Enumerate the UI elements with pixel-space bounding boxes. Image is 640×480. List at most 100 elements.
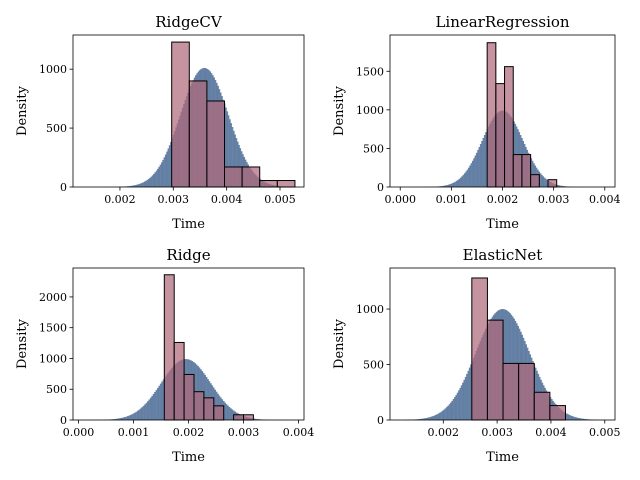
background-bar xyxy=(226,111,229,187)
background-bar xyxy=(161,381,164,420)
background-bar xyxy=(428,417,431,420)
x-tick-label: 0.004 xyxy=(211,193,243,206)
background-bar xyxy=(157,168,159,187)
histogram-bar xyxy=(241,166,261,188)
background-bar xyxy=(144,404,146,420)
background-bar xyxy=(449,184,451,187)
background-bar xyxy=(135,411,138,420)
background-bar xyxy=(164,154,167,187)
background-bar xyxy=(572,416,575,420)
background-bar xyxy=(483,135,486,187)
histogram-bar xyxy=(243,414,254,421)
x-tick-label: 0.003 xyxy=(158,193,190,206)
background-bar xyxy=(571,415,573,420)
histogram-bar xyxy=(504,66,514,188)
x-tick-label: 0.003 xyxy=(481,426,513,439)
background-bar xyxy=(147,178,150,187)
background-bar xyxy=(469,165,471,187)
background-bar xyxy=(112,419,115,420)
background-bar xyxy=(137,184,140,187)
background-bar xyxy=(142,405,145,420)
histogram-bar xyxy=(203,397,215,421)
x-tick-label: 0.003 xyxy=(538,193,570,206)
background-bar xyxy=(229,408,232,420)
histogram-bar xyxy=(502,362,520,421)
axes-frame xyxy=(72,34,305,188)
x-tick-label: 0.001 xyxy=(118,426,150,439)
background-bar xyxy=(466,373,468,420)
background-bar xyxy=(159,383,162,420)
background-bar xyxy=(565,413,568,420)
y-axis-label: Density xyxy=(15,85,30,136)
background-bar xyxy=(158,385,161,420)
background-bar xyxy=(143,181,146,187)
histogram-bar xyxy=(224,166,243,188)
x-tick-label: 0.005 xyxy=(264,193,296,206)
background-bar xyxy=(482,138,485,187)
y-axis-label: Density xyxy=(15,318,30,369)
background-bar xyxy=(121,417,124,420)
histogram-bar xyxy=(547,179,558,188)
background-bar xyxy=(162,379,165,420)
background-bar xyxy=(140,183,142,187)
histogram xyxy=(163,274,254,421)
background-bar xyxy=(459,177,462,187)
background-bar xyxy=(580,418,583,420)
background-bar xyxy=(224,402,226,420)
background-bar xyxy=(462,382,464,420)
background-bar xyxy=(442,185,445,187)
background-bar xyxy=(458,178,461,187)
background-bar xyxy=(431,416,433,420)
background-bar xyxy=(127,416,129,420)
background-bar xyxy=(230,123,232,187)
histogram xyxy=(486,42,558,188)
histogram-bar xyxy=(259,180,278,188)
background-bar xyxy=(456,392,459,420)
background-bar xyxy=(581,418,584,420)
background-bar xyxy=(117,418,119,420)
subplot-title: LinearRegression xyxy=(435,13,569,31)
x-axis-label: Time xyxy=(486,450,519,465)
background-bar xyxy=(485,132,487,187)
background-bar xyxy=(473,158,475,187)
background-bar xyxy=(142,182,145,187)
background-bar xyxy=(440,411,443,420)
background-bar xyxy=(118,418,121,420)
background-bar xyxy=(457,179,459,187)
background-bar xyxy=(150,176,153,187)
background-bar xyxy=(138,409,141,420)
histogram-bar xyxy=(183,373,195,421)
subplot-title: RidgeCV xyxy=(155,13,223,31)
background-bar xyxy=(158,166,160,187)
background-bar xyxy=(559,185,562,187)
background-bar xyxy=(471,160,474,187)
background-bar xyxy=(448,404,451,420)
background-bar xyxy=(561,185,563,187)
histogram-bar xyxy=(512,154,523,188)
background-bar xyxy=(124,417,126,420)
background-bar xyxy=(254,418,257,420)
background-bar xyxy=(452,399,455,420)
background-bar xyxy=(573,416,576,420)
background-bar xyxy=(468,367,471,420)
background-bar xyxy=(225,404,228,420)
background-bar xyxy=(227,405,229,420)
y-tick-label: 0 xyxy=(60,181,67,194)
background-bar xyxy=(214,389,216,420)
y-tick-label: 1000 xyxy=(356,104,384,117)
background-bar xyxy=(579,418,581,420)
x-tick-label: 0.002 xyxy=(173,426,205,439)
background-bar xyxy=(479,144,482,187)
x-tick-label: 0.000 xyxy=(384,193,416,206)
background-bar xyxy=(128,415,131,420)
background-bar xyxy=(255,418,258,420)
background-bar xyxy=(477,149,479,187)
histogram-bar xyxy=(495,83,506,188)
background-bar xyxy=(149,397,152,420)
x-tick-label: 0.000 xyxy=(63,426,95,439)
background-bar xyxy=(152,393,155,420)
background-bar xyxy=(125,416,128,420)
histogram-bar xyxy=(206,100,226,188)
background-bar xyxy=(234,134,236,187)
background-bar xyxy=(148,399,151,420)
